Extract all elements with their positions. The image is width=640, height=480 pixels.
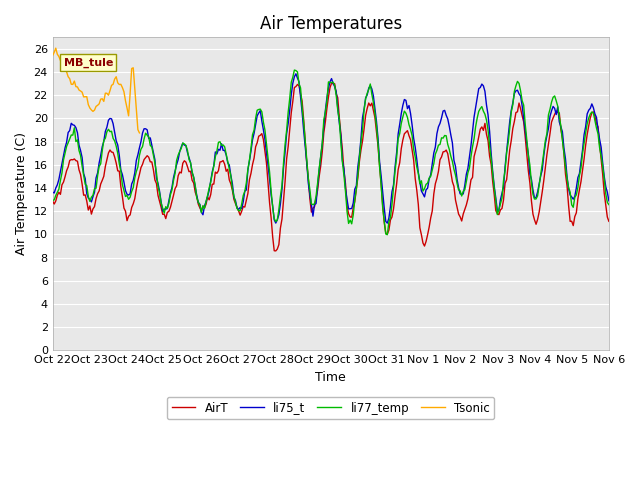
Line: li77_temp: li77_temp — [52, 70, 609, 235]
Tsonic — [49, 52, 56, 58]
li77_temp — [605, 202, 612, 207]
li75_t — [117, 167, 125, 173]
AirT — [294, 82, 301, 87]
li77_temp — [49, 198, 56, 204]
li75_t — [243, 187, 250, 193]
Line: AirT: AirT — [52, 83, 609, 251]
Tsonic — [117, 82, 125, 87]
Y-axis label: Air Temperature (C): Air Temperature (C) — [15, 132, 28, 255]
li75_t — [49, 189, 56, 195]
li75_t — [292, 71, 300, 77]
AirT — [577, 179, 585, 184]
Legend: AirT, li75_t, li77_temp, Tsonic: AirT, li75_t, li77_temp, Tsonic — [167, 397, 495, 419]
Text: MB_tule: MB_tule — [64, 58, 113, 68]
AirT — [243, 197, 250, 203]
li77_temp — [214, 139, 222, 145]
AirT — [272, 248, 280, 254]
li77_temp — [243, 180, 250, 186]
li77_temp — [291, 67, 298, 73]
li77_temp — [577, 165, 585, 171]
li75_t — [605, 198, 612, 204]
AirT — [328, 80, 335, 86]
AirT — [214, 168, 222, 174]
Title: Air Temperatures: Air Temperatures — [260, 15, 402, 33]
Line: Tsonic: Tsonic — [52, 48, 140, 133]
li77_temp — [383, 232, 391, 238]
li75_t — [233, 205, 241, 211]
li77_temp — [294, 69, 301, 75]
li77_temp — [233, 205, 241, 211]
li77_temp — [117, 168, 125, 174]
li75_t — [214, 146, 222, 152]
X-axis label: Time: Time — [316, 371, 346, 384]
AirT — [117, 184, 125, 190]
li75_t — [294, 75, 301, 81]
Line: li75_t: li75_t — [52, 74, 609, 223]
li75_t — [577, 159, 585, 165]
li75_t — [383, 220, 391, 226]
AirT — [605, 218, 612, 224]
AirT — [233, 204, 241, 210]
AirT — [49, 198, 56, 204]
